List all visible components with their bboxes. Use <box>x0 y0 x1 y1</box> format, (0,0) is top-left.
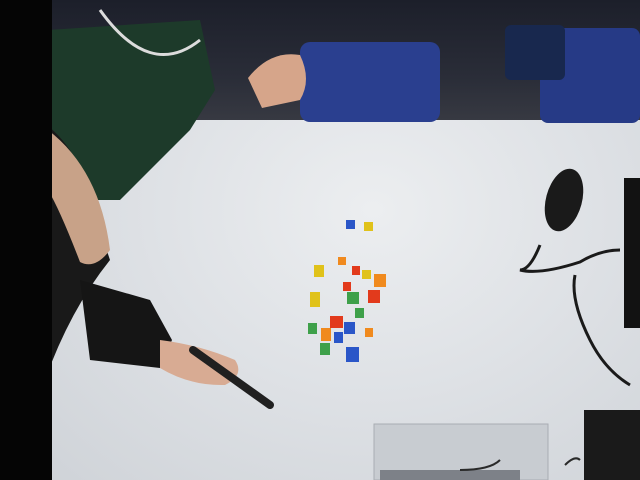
piece-blue <box>334 332 343 343</box>
piece-green <box>355 308 364 318</box>
computer-mouse <box>544 168 584 232</box>
sleeve <box>80 280 172 368</box>
piece-orange <box>365 328 373 337</box>
piece-green <box>347 292 359 304</box>
piece-red <box>352 266 360 275</box>
blue-chair <box>300 42 440 122</box>
pen <box>189 346 274 409</box>
phone-device <box>505 25 565 80</box>
hand-top <box>248 54 306 108</box>
hand-left <box>160 340 239 386</box>
piece-orange <box>338 257 346 265</box>
jacket-zipper-trim <box>98 9 201 56</box>
piece-green <box>320 343 330 355</box>
piece-yellow <box>362 270 371 279</box>
piece-red <box>368 290 380 303</box>
piece-orange <box>321 328 331 341</box>
cable-bottom <box>459 457 581 471</box>
piece-yellow <box>310 292 320 307</box>
mouse-cable <box>519 244 631 387</box>
monitor-edge <box>624 178 640 328</box>
face <box>48 130 110 265</box>
piece-orange <box>374 274 386 287</box>
piece-blue <box>346 347 359 362</box>
green-jacket <box>48 20 215 200</box>
piece-blue <box>344 322 355 334</box>
keyboard-edge <box>380 470 520 480</box>
piece-red <box>330 316 343 328</box>
dark-left-border <box>0 0 52 480</box>
piece-red <box>343 282 351 291</box>
piece-blue <box>346 220 355 229</box>
piece-yellow <box>364 222 373 231</box>
piece-green <box>308 323 317 334</box>
device-bottom-right <box>584 410 640 480</box>
piece-yellow <box>314 265 324 277</box>
